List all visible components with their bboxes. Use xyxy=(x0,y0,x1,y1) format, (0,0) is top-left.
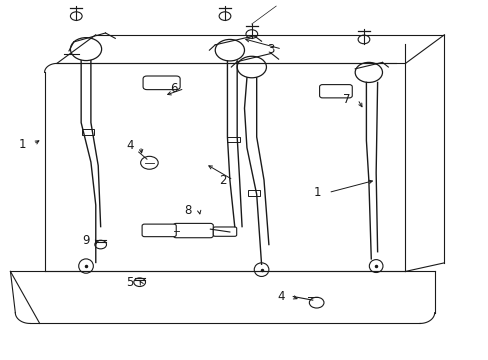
FancyBboxPatch shape xyxy=(142,224,176,237)
Text: 3: 3 xyxy=(267,42,274,55)
FancyBboxPatch shape xyxy=(319,85,351,98)
Circle shape xyxy=(95,240,106,249)
Circle shape xyxy=(219,12,230,21)
Text: 6: 6 xyxy=(170,82,177,95)
Circle shape xyxy=(70,12,82,21)
Circle shape xyxy=(309,297,324,308)
Text: 8: 8 xyxy=(184,204,192,217)
Bar xyxy=(247,190,260,196)
Bar xyxy=(227,136,239,142)
Text: 4: 4 xyxy=(277,290,284,303)
FancyBboxPatch shape xyxy=(173,224,213,238)
Text: 1: 1 xyxy=(313,186,321,199)
Bar xyxy=(82,130,94,135)
Circle shape xyxy=(134,278,145,287)
Text: 4: 4 xyxy=(126,139,133,152)
FancyBboxPatch shape xyxy=(213,227,236,236)
Text: 5: 5 xyxy=(126,276,133,289)
FancyBboxPatch shape xyxy=(143,76,180,90)
Text: 1: 1 xyxy=(19,138,26,150)
Text: 2: 2 xyxy=(218,174,226,186)
Circle shape xyxy=(245,30,257,39)
Text: 9: 9 xyxy=(82,234,90,247)
Text: 7: 7 xyxy=(343,93,350,106)
Circle shape xyxy=(141,156,158,169)
Circle shape xyxy=(357,35,369,44)
